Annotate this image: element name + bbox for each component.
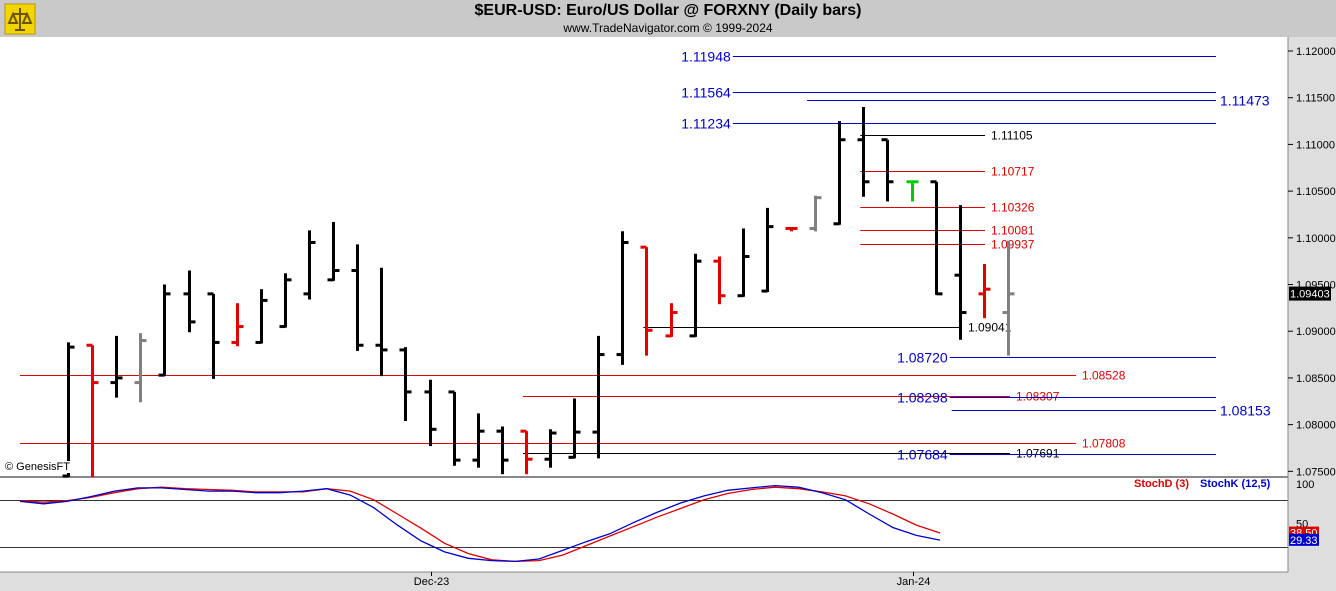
level-label: 1.11564	[681, 85, 731, 101]
level-label: 1.08153	[1220, 403, 1271, 419]
level-label: 1.07691	[1016, 447, 1060, 461]
stoch-series-line	[19, 486, 941, 563]
level-label: 1.08298	[897, 390, 948, 406]
level-label: 1.10717	[991, 165, 1035, 179]
level-label: 1.11948	[681, 49, 731, 65]
price-axis-label: 1.10000	[1296, 233, 1336, 245]
trade-navigator-logo-icon	[4, 3, 36, 35]
price-axis-label: 1.11500	[1296, 93, 1335, 105]
level-label: 1.10326	[991, 201, 1035, 215]
stoch-legend-label: StochK (12,5)	[1200, 478, 1271, 490]
level-label: 1.08528	[1082, 369, 1126, 383]
time-axis-background	[0, 572, 1336, 591]
level-label: 1.08720	[897, 350, 948, 366]
chart-subtitle: www.TradeNavigator.com © 1999-2024	[563, 21, 773, 35]
level-label: 1.07684	[897, 447, 948, 463]
level-label: 1.09041	[968, 321, 1012, 335]
price-axis-label: 1.11000	[1296, 139, 1335, 151]
level-label: 1.11234	[681, 116, 731, 132]
level-label: 1.08307	[1016, 390, 1060, 404]
level-label: 1.09937	[991, 238, 1035, 252]
price-axis-label: 1.08500	[1296, 373, 1336, 385]
stoch-series-line	[19, 484, 941, 563]
price-panel: 1.11948 1.11564 1.11473 1.11234 1.11105 1.107…	[0, 49, 1288, 478]
stochastic-panel: StochD (3) StochK (12,5)	[0, 478, 1288, 563]
stoch-axis-label: 100	[1296, 479, 1314, 491]
level-label: 1.07808	[1082, 437, 1126, 451]
level-label: 1.10081	[991, 224, 1035, 238]
level-label: 1.11105	[991, 129, 1033, 143]
axes: 1.120001.115001.110001.105001.100001.095…	[0, 37, 1336, 591]
price-axis-label: 1.08000	[1296, 420, 1336, 432]
level-label: 1.11473	[1220, 93, 1270, 109]
last-price-marker	[1289, 286, 1331, 301]
time-axis-label: Jan-24	[897, 576, 931, 588]
time-axis-label: Dec-23	[414, 576, 449, 588]
stoch-last-marker	[1289, 533, 1319, 546]
chart-title: $EUR-USD: Euro/US Dollar @ FORXNY (Daily…	[474, 2, 862, 19]
stoch-legend-label: StochD (3)	[1134, 478, 1189, 490]
chart-header	[0, 0, 1336, 37]
stoch-last-label: 29.33	[1290, 535, 1318, 547]
price-axis-label: 1.09000	[1296, 326, 1336, 338]
price-axis-label: 1.07500	[1296, 466, 1336, 478]
price-axis-label: 1.12000	[1296, 46, 1336, 58]
axis-background	[1288, 37, 1336, 572]
price-axis-label: 1.10500	[1296, 186, 1336, 198]
copyright-label: © GenesisFT	[3, 461, 72, 473]
last-price-label: 1.09403	[1290, 289, 1330, 301]
